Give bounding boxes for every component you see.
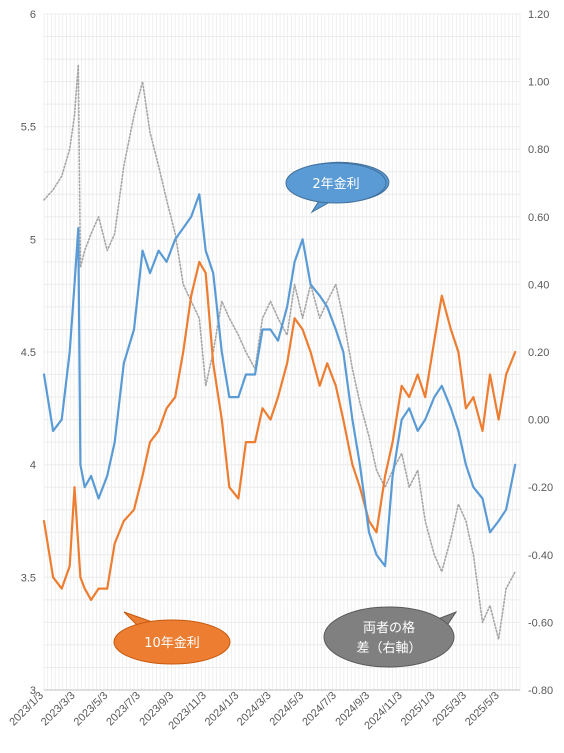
left-tick-label: 3.5	[21, 572, 36, 584]
right-tick-label: -0.60	[528, 617, 553, 629]
left-tick-label: 4	[30, 460, 36, 472]
right-tick-label: -0.20	[528, 482, 553, 494]
callout-10y: 10年金利	[113, 611, 231, 665]
series-spread-line	[43, 63, 517, 641]
right-tick-label: 0.00	[528, 415, 549, 427]
callout-spread-label-line2: 差（右軸）	[356, 641, 421, 656]
callout-spread-bubble	[323, 606, 455, 668]
right-tick-label: 1.00	[528, 77, 549, 89]
right-axis-ticks: -0.80 -0.60 -0.40 -0.20 0.00 0.20 0.40 0.60 0.80…	[528, 9, 553, 697]
series-layer	[42, 63, 517, 641]
callout-spread-label-line1: 両者の格	[363, 620, 415, 636]
callout-spread: 両者の格 差（右軸）	[323, 606, 458, 668]
left-tick-label: 6	[30, 9, 36, 21]
right-tick-label: 0.40	[528, 279, 549, 291]
right-tick-label: 0.80	[528, 144, 549, 156]
right-tick-label: -0.80	[528, 685, 553, 697]
right-tick-label: 0.60	[528, 212, 549, 224]
left-tick-label: 3	[30, 685, 36, 697]
series-10y-line	[42, 260, 517, 602]
left-tick-label: 5.5	[21, 122, 36, 134]
left-tick-label: 4.5	[21, 347, 36, 359]
right-tick-label: 0.20	[528, 347, 549, 359]
left-axis-ticks: 3 3.5 4 4.5 5 5.5 6	[21, 9, 36, 697]
callout-2y: 2年金利	[285, 161, 390, 214]
left-tick-label: 5	[30, 234, 36, 246]
right-tick-label: -0.40	[528, 550, 553, 562]
callout-2y-label: 2年金利	[312, 176, 359, 192]
callout-10y-bubble	[113, 619, 231, 665]
callout-2y-bubble	[285, 162, 387, 204]
callout-10y-label: 10年金利	[144, 635, 200, 651]
series-2y-line	[42, 193, 517, 568]
right-tick-label: 1.20	[528, 9, 549, 21]
